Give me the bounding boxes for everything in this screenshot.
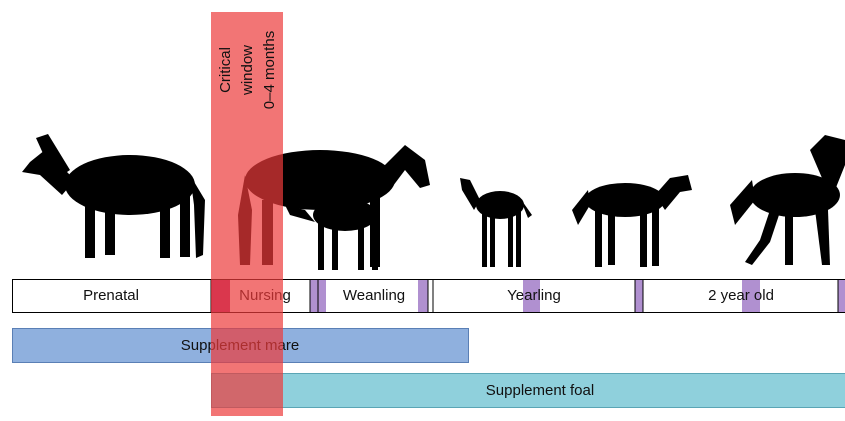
supplement-label: Supplement foal — [486, 382, 594, 399]
marker — [635, 280, 643, 312]
horse-silhouette — [22, 134, 205, 258]
annotation-line: Critical — [217, 47, 234, 93]
horse-silhouette — [572, 175, 692, 267]
stage-label: Yearling — [507, 287, 561, 304]
stage-label: 2 year old — [708, 287, 774, 304]
horse-silhouette — [460, 178, 532, 267]
horse-silhouette — [730, 135, 845, 265]
annotation-line: window — [239, 45, 256, 96]
diagram: Prenatal Nursing Weanling Yearling 2 yea… — [0, 0, 845, 416]
marker — [318, 280, 326, 312]
timeline: Prenatal Nursing Weanling Yearling 2 yea… — [13, 280, 845, 313]
marker — [838, 280, 845, 312]
stage-label: Prenatal — [83, 287, 139, 304]
marker — [310, 280, 318, 312]
stage-label: Weanling — [343, 287, 405, 304]
marker — [418, 280, 428, 312]
horses — [22, 134, 845, 270]
annotation-line: 0–4 months — [261, 31, 278, 109]
